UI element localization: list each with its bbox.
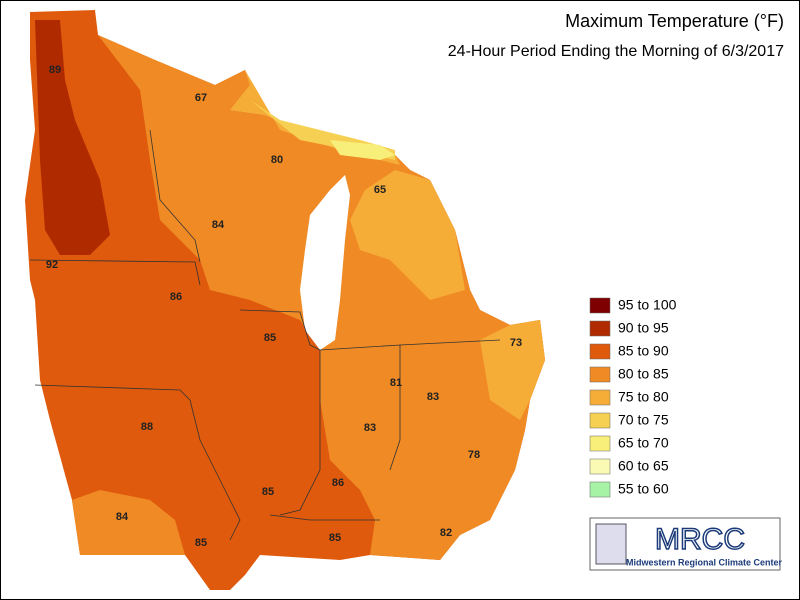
station-label: 83: [364, 422, 376, 434]
station-label: 83: [427, 391, 439, 403]
station-label: 88: [141, 421, 153, 433]
legend-label: 70 to 75: [618, 412, 669, 428]
state-border: [29, 259, 201, 286]
region-75-80: [350, 170, 465, 300]
logo-icon: [595, 523, 627, 565]
legend-label: 85 to 90: [618, 343, 669, 359]
legend-label: 80 to 85: [618, 366, 669, 382]
station-label: 78: [468, 449, 480, 461]
legend-swatch: [589, 320, 611, 337]
station-label: 84: [212, 219, 225, 231]
legend-label: 75 to 80: [618, 389, 669, 405]
station-label: 81: [390, 377, 402, 389]
state-border: [279, 350, 321, 516]
station-label: 82: [440, 527, 452, 539]
station-labels: 89 67 80 65 84 92 86 85 73 81 83 88 83 7…: [46, 64, 522, 549]
station-label: 65: [374, 184, 386, 196]
legend-swatch: [589, 297, 611, 314]
region-65-70: [330, 140, 395, 160]
title: Maximum Temperature (°F): [565, 11, 784, 31]
legend-swatch: [589, 435, 611, 452]
logo-caption: Midwestern Regional Climate Center: [626, 557, 783, 567]
legend: 95 to 100 90 to 95 85 to 90 80 to 85 75 to 8…: [589, 297, 677, 498]
legend-label: 55 to 60: [618, 481, 669, 497]
region-90-95: [35, 20, 110, 255]
legend-swatch: [589, 412, 611, 429]
station-label: 84: [116, 511, 129, 523]
temperature-map: [25, 10, 545, 590]
region-75-80: [480, 320, 545, 420]
state-border: [189, 399, 241, 541]
lake-michigan: [300, 175, 350, 350]
legend-label: 60 to 65: [618, 458, 669, 474]
legend-swatch: [589, 458, 611, 475]
logo: MRCC Midwestern Regional Climate Center: [589, 517, 783, 571]
station-label: 85: [262, 486, 274, 498]
legend-swatch: [589, 343, 611, 360]
logo-name: MRCC: [655, 523, 745, 556]
station-label: 85: [329, 532, 341, 544]
station-label: 85: [264, 332, 276, 344]
legend-swatch: [589, 481, 611, 498]
station-label: 86: [170, 291, 182, 303]
legend-swatch: [589, 389, 611, 406]
legend-label: 65 to 70: [618, 435, 669, 451]
station-label: 92: [46, 259, 58, 271]
state-border: [34, 384, 191, 401]
station-label: 89: [49, 64, 61, 76]
station-label: 80: [271, 154, 283, 166]
state-border: [149, 129, 201, 263]
state-border: [269, 514, 380, 521]
legend-label: 90 to 95: [618, 320, 669, 336]
region-80-85: [72, 490, 185, 555]
station-label: 85: [195, 537, 207, 549]
station-label: 73: [510, 337, 522, 349]
station-label: 67: [195, 92, 207, 104]
state-border: [399, 339, 501, 346]
subtitle: 24-Hour Period Ending the Morning of 6/3…: [448, 43, 784, 60]
legend-label: 95 to 100: [618, 297, 677, 313]
legend-swatch: [589, 366, 611, 383]
station-label: 86: [332, 477, 344, 489]
